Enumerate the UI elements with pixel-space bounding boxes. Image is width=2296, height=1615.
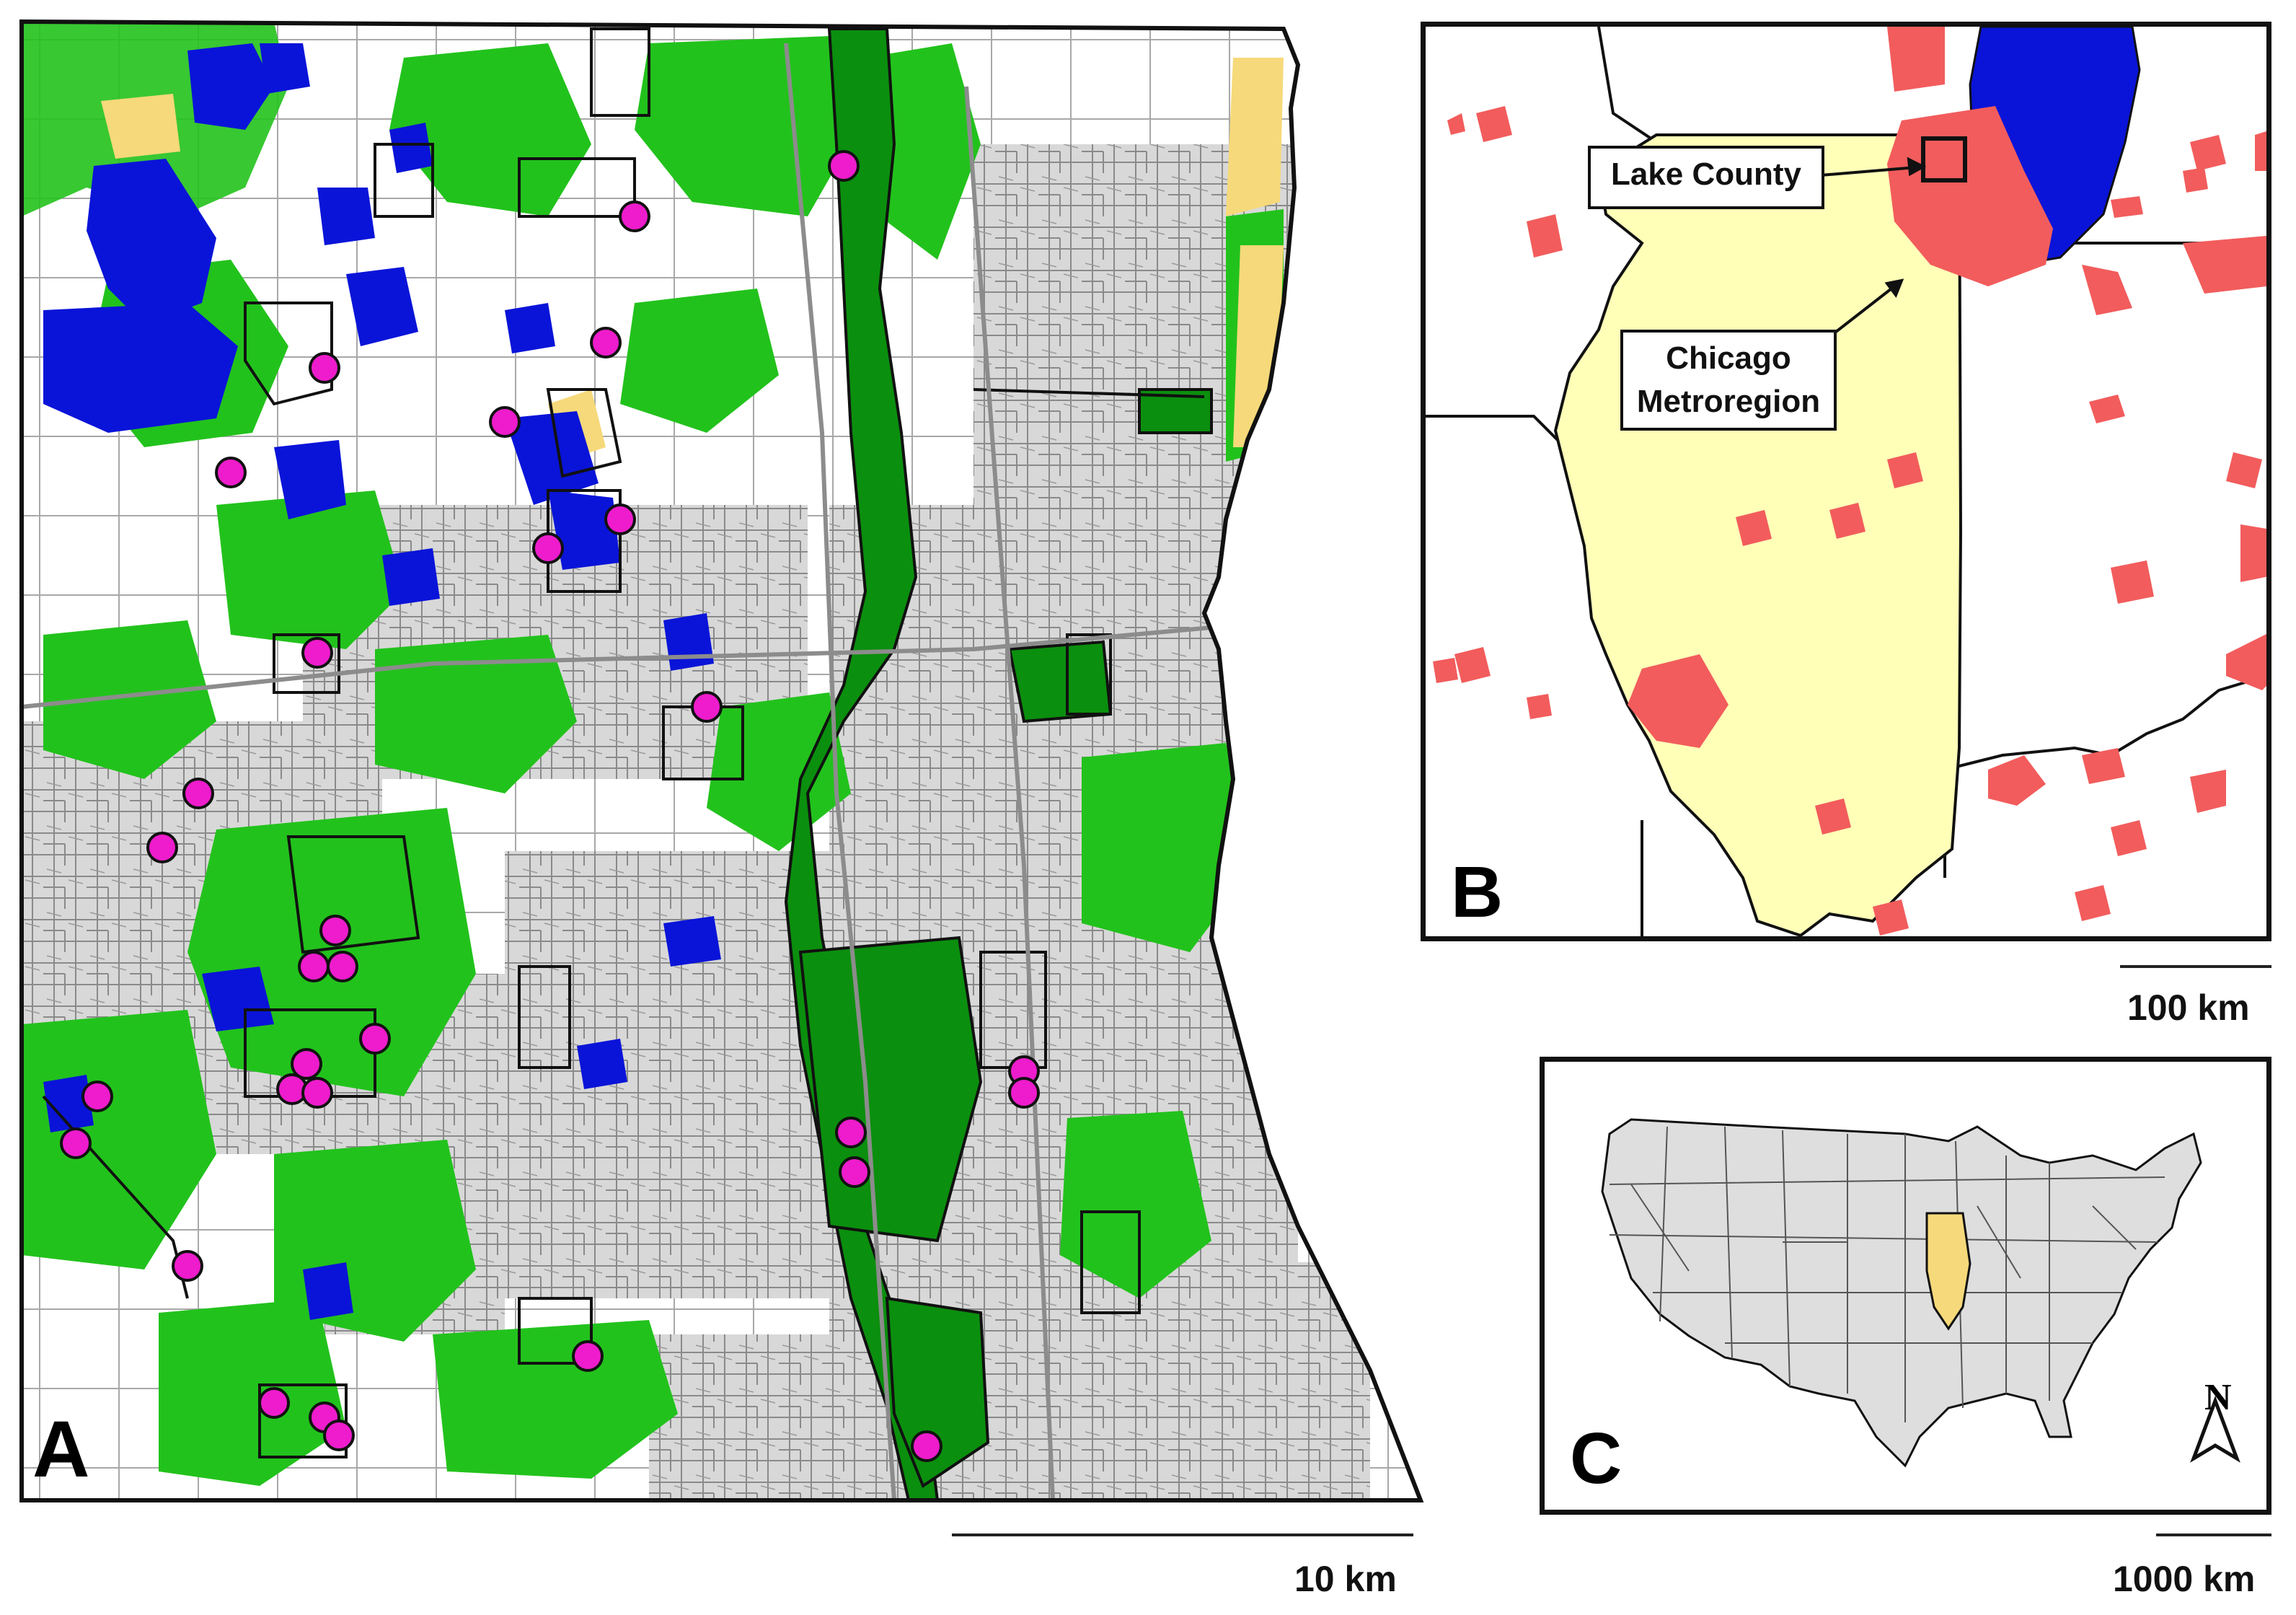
panel-a-scale-label: 10 km [1294, 1559, 1397, 1599]
site-marker-icon [298, 951, 330, 982]
chicago-metroregion-callout: Chicago Metroregion [1620, 330, 1837, 431]
panel-b-scale-bar [2120, 965, 2271, 968]
site-marker-icon [172, 1250, 203, 1282]
water-bodies [43, 43, 721, 1320]
lake-county-box [1921, 136, 1967, 182]
site-marker-icon [489, 406, 521, 438]
panel-a-scale-bar [952, 1533, 1413, 1536]
site-marker-icon [146, 832, 178, 863]
state-lines [1609, 1126, 2165, 1422]
panel-c-scale-bar [2156, 1533, 2271, 1536]
site-marker-icon [359, 1023, 391, 1055]
site-marker-icon [323, 1420, 355, 1451]
site-marker-icon [301, 637, 333, 669]
panel-c-map: N C [1540, 1057, 2271, 1515]
north-arrow-icon [2190, 1395, 2240, 1463]
site-marker-icon [319, 915, 351, 946]
metro-areas [1433, 27, 2266, 936]
site-marker-icon [835, 1117, 867, 1148]
us-map [1601, 1118, 2240, 1468]
site-marker-icon [691, 691, 723, 723]
site-marker-icon [291, 1048, 322, 1080]
site-marker-icon [572, 1340, 604, 1372]
county-boundary [19, 19, 1424, 1502]
site-marker-icon [828, 150, 860, 182]
site-marker-icon [258, 1387, 290, 1419]
site-marker-icon [301, 1077, 333, 1109]
panel-a-map: A [19, 19, 1424, 1502]
site-marker-icon [215, 457, 247, 488]
panel-c-scale-label: 1000 km [2113, 1559, 2256, 1599]
panel-a-letter: A [32, 1405, 90, 1494]
panel-b-scale-label: 100 km [2127, 987, 2250, 1028]
highways [22, 43, 1292, 1500]
site-marker-icon [60, 1127, 92, 1159]
site-marker-icon [604, 503, 636, 535]
site-marker-icon [182, 778, 214, 809]
site-marker-icon [327, 951, 358, 982]
illinois-region-map [1426, 27, 2266, 936]
site-marker-icon [309, 352, 340, 384]
illinois-highlight [1925, 1212, 1972, 1331]
north-label: N [2204, 1377, 2232, 1418]
panel-b-map: Lake County Chicago Metroregion B [1421, 22, 2271, 941]
site-markers [60, 150, 1040, 1462]
chicago-callout-line1: Chicago [1666, 340, 1791, 376]
site-marker-icon [1008, 1077, 1040, 1109]
lake-county-callout: Lake County [1588, 146, 1824, 209]
panel-c-letter: C [1570, 1418, 1622, 1499]
site-marker-icon [911, 1430, 942, 1462]
site-marker-icon [81, 1081, 113, 1112]
site-marker-icon [619, 201, 650, 232]
site-marker-icon [532, 532, 564, 564]
panel-b-letter: B [1451, 852, 1504, 933]
site-marker-icon [839, 1156, 870, 1188]
chicago-callout-line2: Metroregion [1636, 384, 1821, 419]
lake-county-map [19, 19, 1424, 1502]
site-marker-icon [590, 327, 622, 358]
